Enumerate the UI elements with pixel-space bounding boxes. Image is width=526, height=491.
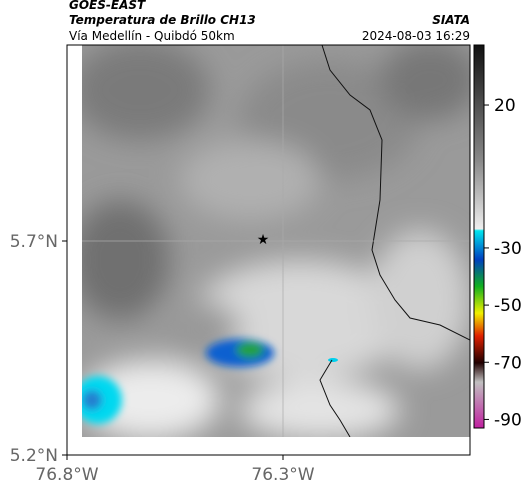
satellite-image: ★ bbox=[82, 45, 470, 437]
source: SIATA bbox=[432, 13, 470, 27]
colorbar bbox=[473, 44, 485, 429]
lon-label: 76.8°W bbox=[35, 465, 98, 485]
colorbar-tick-label: 20 bbox=[494, 96, 516, 116]
lat-label: 5.2°N bbox=[10, 446, 58, 466]
svg-text:★: ★ bbox=[257, 232, 270, 248]
colorbar-tick-label: -30 bbox=[494, 239, 522, 259]
region: Vía Medellín - Quibdó 50km bbox=[69, 29, 235, 43]
colorbar-tick-label: -70 bbox=[494, 353, 522, 373]
lon-label: 76.3°W bbox=[251, 465, 314, 485]
satellite: GOES-EAST bbox=[69, 0, 146, 12]
map-frame bbox=[66, 44, 471, 456]
product: Temperatura de Brillo CH13 bbox=[69, 13, 256, 27]
colorbar-tick-label: -90 bbox=[494, 410, 522, 430]
timestamp: 2024-08-03 16:29 bbox=[362, 29, 470, 43]
lat-label: 5.7°N bbox=[10, 232, 58, 252]
colorbar-tick-label: -50 bbox=[494, 296, 522, 316]
